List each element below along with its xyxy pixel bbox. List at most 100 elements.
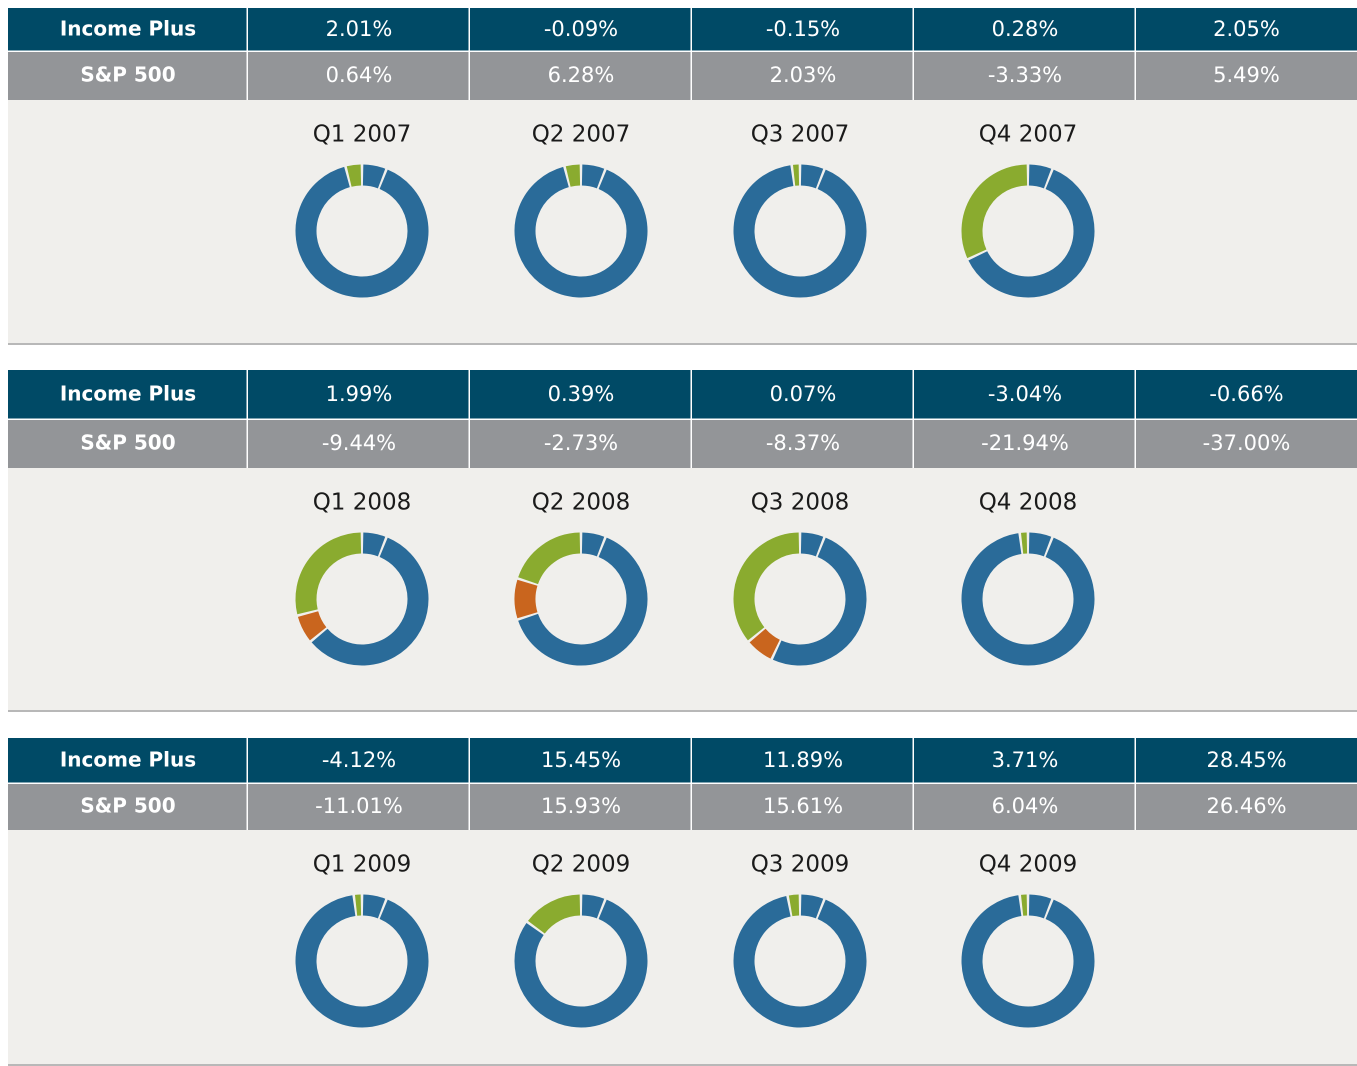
table-cell	[470, 8, 691, 51]
donut-segment	[733, 165, 867, 298]
cell-value: -11.01%	[315, 794, 403, 818]
table-cell	[692, 420, 913, 468]
donut-segment	[295, 895, 429, 1028]
donut-segment	[1028, 164, 1052, 189]
donut-segment	[514, 579, 538, 619]
cell-value: 15.61%	[763, 794, 843, 818]
cell-value: 0.07%	[770, 382, 837, 406]
chart-title: Q3 2009	[751, 852, 850, 878]
donut-segment	[1028, 894, 1052, 919]
donut-segment	[362, 894, 386, 919]
table-cell	[470, 420, 691, 468]
cell-value: -37.00%	[1203, 431, 1291, 455]
donut-segment	[749, 628, 781, 659]
donut-segment	[1028, 532, 1052, 557]
cell-value: -3.04%	[988, 382, 1062, 406]
chart-title: Q2 2008	[532, 490, 631, 516]
donut-segment	[295, 532, 362, 615]
chart-title: Q4 2009	[979, 852, 1078, 878]
cell-value: 15.45%	[541, 748, 621, 772]
table-cell	[248, 420, 469, 468]
donut-segment	[772, 537, 867, 666]
donut-segment	[961, 164, 1028, 259]
table-cell	[692, 8, 913, 51]
table-cell	[248, 784, 469, 830]
row-label: S&P 500	[80, 794, 175, 818]
row-label: Income Plus	[60, 382, 196, 406]
table-cell	[248, 8, 469, 51]
area-border	[8, 710, 1357, 712]
table-cell	[1136, 52, 1357, 100]
table-cell	[470, 370, 691, 419]
cell-value: 0.39%	[548, 382, 615, 406]
table-cell	[914, 738, 1135, 783]
chart-area	[8, 468, 1357, 712]
chart-title: Q3 2008	[751, 490, 850, 516]
row-label: S&P 500	[80, 63, 175, 87]
donut-segment	[362, 532, 386, 557]
table-cell	[692, 738, 913, 783]
donut-segment	[311, 537, 429, 666]
cell-value: 15.93%	[541, 794, 621, 818]
cell-value: 26.46%	[1206, 794, 1286, 818]
table-cell	[692, 784, 913, 830]
table-cell	[8, 370, 247, 419]
table-cell	[248, 52, 469, 100]
table-cell	[8, 52, 247, 100]
table-cell	[914, 370, 1135, 419]
table-cell	[914, 420, 1135, 468]
table-cell	[914, 52, 1135, 100]
cell-value: -3.33%	[988, 63, 1062, 87]
table-cell	[248, 370, 469, 419]
chart-title: Q1 2008	[313, 490, 412, 516]
donut-segment	[295, 166, 429, 298]
area-border	[8, 1064, 1357, 1066]
donut-segment	[581, 894, 605, 919]
donut-segment	[362, 164, 386, 189]
donut-segment	[518, 537, 648, 666]
cell-value: 6.28%	[548, 63, 615, 87]
donut-segment	[961, 895, 1095, 1028]
area-border	[8, 343, 1357, 345]
donut-segment	[800, 164, 824, 189]
cell-value: -8.37%	[766, 431, 840, 455]
table-cell	[248, 738, 469, 783]
table-cell	[8, 8, 247, 51]
cell-value: 28.45%	[1206, 748, 1286, 772]
donut-segment	[581, 532, 605, 557]
donut-segment	[581, 164, 605, 189]
table-cell	[1136, 420, 1357, 468]
cell-value: -9.44%	[322, 431, 396, 455]
row-label: Income Plus	[60, 17, 196, 41]
cell-value: 2.05%	[1213, 17, 1280, 41]
chart-title: Q1 2007	[313, 122, 412, 148]
table-cell	[8, 420, 247, 468]
table-cell	[470, 738, 691, 783]
cell-value: -4.12%	[322, 748, 396, 772]
cell-value: -21.94%	[981, 431, 1069, 455]
cell-value: -0.66%	[1209, 382, 1283, 406]
cell-value: 0.28%	[992, 17, 1059, 41]
donut-segment	[800, 894, 824, 919]
table-cell	[1136, 738, 1357, 783]
donut-segment	[346, 164, 362, 187]
chart-title: Q4 2008	[979, 490, 1078, 516]
cell-value: -0.09%	[544, 17, 618, 41]
chart-title: Q2 2009	[532, 852, 631, 878]
table-cell	[914, 784, 1135, 830]
chart-area	[8, 830, 1357, 1066]
table-cell	[692, 370, 913, 419]
donut-segment	[961, 533, 1095, 666]
chart-title: Q1 2009	[313, 852, 412, 878]
chart-title: Q3 2007	[751, 122, 850, 148]
table-cell	[692, 52, 913, 100]
donut-segment	[514, 899, 648, 1028]
donut-segment	[514, 166, 648, 298]
table-cell	[1136, 784, 1357, 830]
donut-segment	[297, 610, 327, 641]
cell-value: -2.73%	[544, 431, 618, 455]
table-cell	[470, 52, 691, 100]
cell-value: 0.64%	[326, 63, 393, 87]
table-cell	[8, 738, 247, 783]
